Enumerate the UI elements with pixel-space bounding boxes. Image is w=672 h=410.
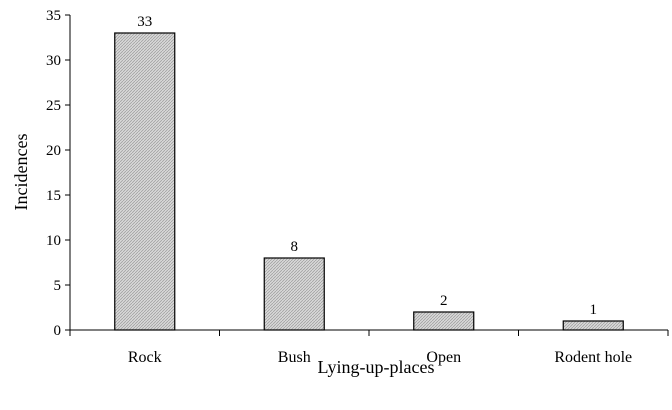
y-tick-label: 20: [46, 143, 61, 159]
y-tick-label: 25: [46, 98, 61, 114]
data-label: 1: [590, 302, 598, 318]
y-tick-label: 10: [46, 233, 61, 249]
x-category-label: Rock: [128, 349, 162, 366]
bar-open: [413, 311, 475, 331]
bar-bush: [263, 257, 325, 331]
y-tick-label: 0: [54, 323, 62, 339]
y-tick-label: 35: [46, 8, 61, 24]
x-category-label: Rodent hole: [554, 349, 632, 366]
plot-area: 0 5 10 15 20 25 30 35 33 Rock 8 Bush 2 Open 1 Rodent ho…: [46, 8, 669, 366]
y-tick-label: 5: [54, 278, 62, 294]
x-category-label: Open: [426, 349, 461, 366]
y-tick-label: 30: [46, 53, 61, 69]
y-axis-title: Incidences: [11, 134, 31, 211]
data-label: 33: [137, 14, 152, 30]
x-axis-title: Lying-up-places: [318, 357, 435, 377]
y-tick-label: 15: [46, 188, 61, 204]
bar-rock: [114, 32, 176, 331]
bar-rodent-hole: [562, 320, 624, 331]
data-label: 8: [291, 239, 299, 255]
data-label: 2: [440, 293, 448, 309]
x-category-label: Bush: [278, 349, 311, 366]
